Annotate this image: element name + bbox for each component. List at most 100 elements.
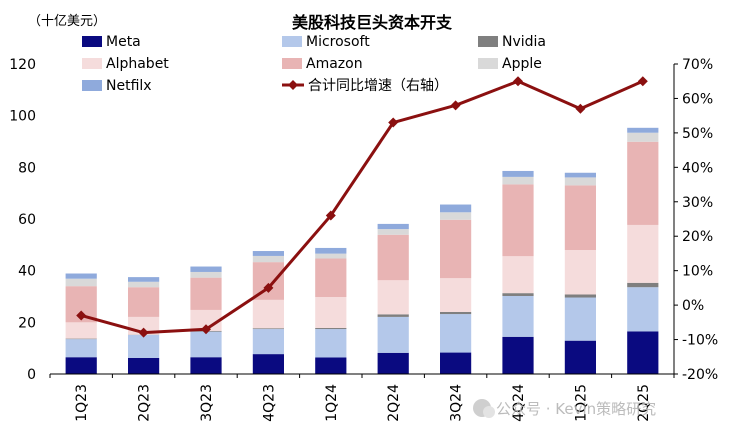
bar-apple-4q24	[502, 176, 534, 185]
growth-line	[80, 79, 644, 335]
x-tick-label: 1Q25	[573, 384, 589, 422]
bar-meta-2q25	[627, 331, 659, 374]
bar-alphabet-1q23	[65, 322, 97, 339]
bar-apple-1q25	[564, 177, 596, 186]
bar-amazon-4q24	[502, 184, 534, 257]
legend-swatch	[478, 58, 498, 69]
bar-alphabet-1q24	[315, 297, 347, 329]
bar-apple-2q25	[627, 132, 659, 142]
bar-netfilx-1q25	[564, 172, 596, 178]
legend-line-marker	[288, 80, 298, 90]
secondary-y-tick-label: 20%	[682, 229, 713, 245]
legend-swatch	[282, 58, 302, 69]
bar-amazon-3q24	[440, 219, 472, 279]
bar-alphabet-1q25	[564, 250, 596, 295]
bar-netfilx-4q24	[502, 170, 534, 177]
bar-nvidia-4q24	[502, 293, 534, 296]
bar-microsoft-2q23	[128, 334, 160, 358]
y-tick-label: 60	[18, 212, 36, 228]
legend-label: Meta	[106, 34, 141, 50]
bar-meta-1q24	[315, 357, 347, 374]
bar-netfilx-2q23	[128, 277, 160, 282]
bar-nvidia-4q23	[252, 328, 284, 330]
bar-apple-2q23	[128, 281, 160, 288]
bar-meta-2q24	[377, 352, 409, 374]
bar-amazon-3q23	[190, 277, 222, 310]
growth-line-marker	[76, 310, 87, 321]
y-axis-unit-label: （十亿美元）	[28, 14, 106, 29]
legend: Meta Microsoft Nvidia Alphabet Amazon Apple Ne…	[82, 34, 546, 94]
bar-netfilx-1q23	[65, 273, 97, 279]
bar-meta-3q23	[190, 357, 222, 374]
growth-line-marker	[637, 76, 648, 87]
y-tick-label: 80	[18, 160, 36, 176]
secondary-y-tick-label: 40%	[682, 160, 713, 176]
bar-microsoft-4q23	[252, 329, 284, 355]
legend-swatch	[82, 58, 102, 69]
x-tick-label: 2Q24	[386, 384, 402, 422]
chart-title: 美股科技巨头资本开支	[292, 13, 453, 32]
bar-alphabet-4q24	[502, 256, 534, 294]
bar-amazon-2q25	[627, 141, 659, 225]
x-tick-label: 2Q25	[636, 384, 652, 422]
bar-nvidia-1q24	[315, 328, 347, 330]
growth-line-marker	[450, 100, 461, 111]
bar-amazon-1q25	[564, 185, 596, 250]
bar-microsoft-4q24	[502, 295, 534, 337]
bar-alphabet-4q23	[252, 299, 284, 329]
bar-meta-1q25	[564, 340, 596, 374]
x-tick-label: 1Q24	[324, 384, 340, 422]
bar-nvidia-3q24	[440, 312, 472, 315]
y-tick-label: 0	[27, 367, 36, 383]
x-tick-label: 3Q24	[449, 384, 465, 422]
x-tick-label: 2Q23	[137, 384, 153, 422]
growth-line-marker	[513, 76, 523, 87]
bar-meta-2q23	[128, 357, 160, 374]
x-tick-label: 4Q24	[511, 384, 527, 422]
bar-microsoft-1q25	[564, 297, 596, 341]
growth-line-marker	[263, 282, 274, 293]
bar-apple-4q23	[252, 255, 284, 263]
secondary-y-tick-label: 10%	[682, 264, 713, 280]
x-tick-label: 3Q23	[199, 384, 215, 422]
growth-line-marker	[138, 327, 149, 338]
bar-nvidia-2q24	[377, 314, 409, 317]
bar-amazon-2q23	[128, 287, 160, 317]
x-axis: 1Q23 2Q23 3Q23 4Q23 1Q24 2Q24 3Q24 4Q24 1Q25 2Q25	[49, 373, 675, 422]
growth-line-group	[76, 76, 648, 338]
bar-nvidia-1q25	[564, 294, 596, 298]
bar-meta-4q24	[502, 336, 534, 374]
growth-line-marker	[575, 103, 586, 114]
legend-label: 合计同比增速（右轴）	[308, 78, 448, 94]
bar-amazon-2q24	[377, 234, 409, 281]
bar-microsoft-2q24	[377, 316, 409, 353]
bar-netfilx-2q24	[377, 223, 409, 230]
bar-netfilx-3q24	[440, 204, 472, 213]
legend-label: Alphabet	[106, 56, 169, 72]
secondary-y-tick-label: -10%	[682, 333, 718, 349]
bar-apple-1q23	[65, 278, 97, 287]
legend-label: Amazon	[306, 56, 363, 72]
y-tick-label: 20	[18, 315, 36, 331]
secondary-y-tick-label: 50%	[682, 126, 713, 142]
growth-line-marker	[388, 117, 399, 128]
secondary-y-tick-label: 70%	[682, 57, 713, 73]
legend-swatch	[82, 80, 102, 91]
secondary-y-tick-label: -20%	[682, 367, 718, 383]
x-tick-label: 1Q23	[74, 384, 90, 422]
bar-meta-3q24	[440, 352, 472, 374]
bar-nvidia-1q23	[65, 338, 97, 340]
bar-microsoft-3q24	[440, 314, 472, 353]
bar-meta-4q23	[252, 354, 284, 374]
bar-nvidia-2q25	[627, 282, 659, 288]
bar-netfilx-3q23	[190, 266, 222, 272]
bar-microsoft-1q24	[315, 329, 347, 358]
bar-amazon-1q24	[315, 258, 347, 298]
growth-line-marker	[201, 324, 211, 335]
secondary-y-tick-label: 0%	[682, 298, 704, 314]
legend-label: Apple	[502, 56, 542, 72]
legend-swatch	[82, 36, 102, 47]
bar-microsoft-2q25	[627, 287, 659, 332]
legend-label: Netfilx	[106, 78, 152, 94]
